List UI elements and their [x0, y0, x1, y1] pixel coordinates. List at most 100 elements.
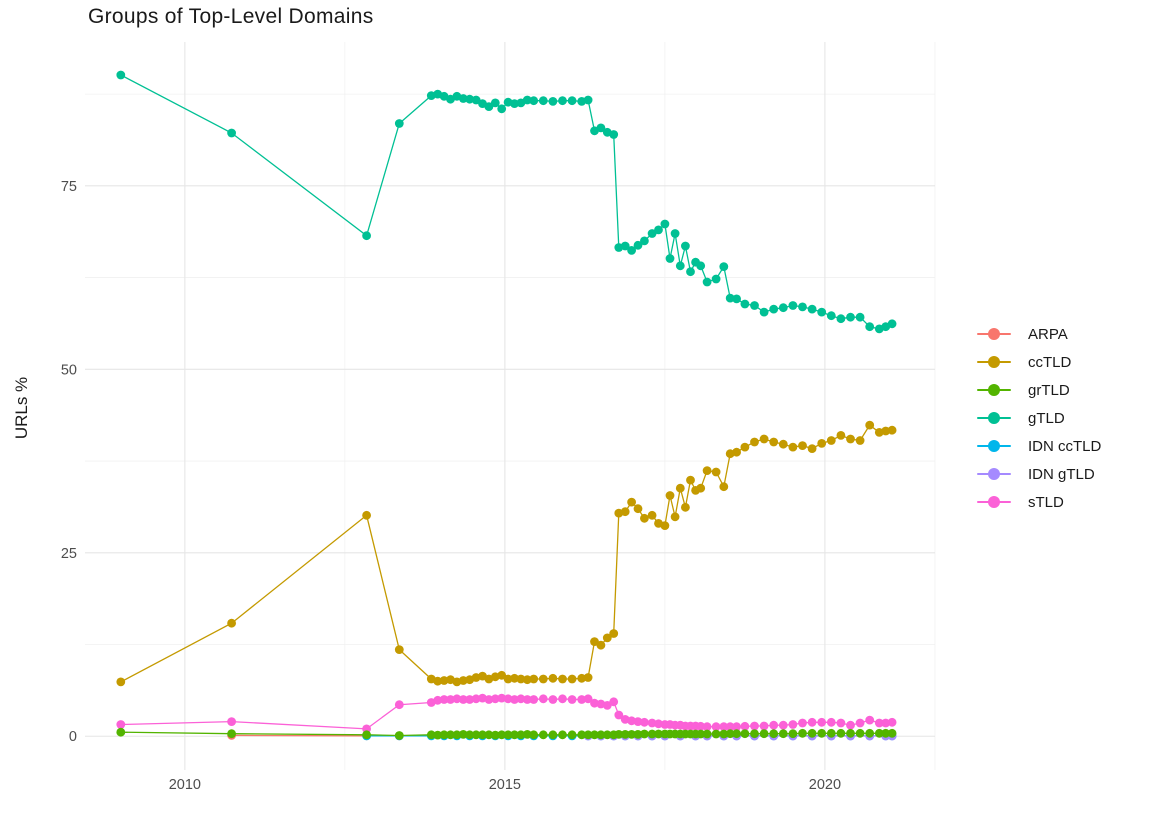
data-point-grtld: [465, 730, 475, 740]
x-tick-label: 2015: [489, 777, 521, 793]
data-point-gtld: [817, 307, 827, 317]
data-point-stld: [503, 694, 513, 704]
data-point-gtld: [846, 312, 855, 322]
data-point-grtld: [725, 729, 735, 739]
data-point-cctld: [836, 431, 846, 440]
data-point-cctld: [750, 437, 759, 447]
data-point-stld: [433, 695, 443, 705]
data-point-stld: [538, 694, 548, 704]
data-point-grtld: [711, 729, 721, 739]
data-point-stld: [778, 720, 788, 730]
data-point-stld: [788, 720, 798, 729]
legend-item-label: IDN gTLD: [1028, 465, 1095, 483]
data-point-grtld: [548, 730, 558, 740]
data-point-stld: [836, 718, 846, 728]
data-point-cctld: [778, 439, 788, 449]
legend-item-label: ARPA: [1028, 325, 1068, 343]
data-point-grtld: [510, 730, 519, 740]
data-point-stld: [725, 722, 735, 732]
data-point-cctld: [865, 420, 875, 430]
data-point-gtld: [675, 261, 685, 271]
data-point-grtld: [602, 730, 612, 740]
data-point-stld: [510, 695, 519, 704]
data-point-cctld: [640, 513, 649, 523]
data-point-cctld: [817, 439, 827, 448]
legend-marker-icon: [977, 328, 1011, 340]
data-point-grtld: [798, 728, 807, 738]
data-point-gtld: [596, 123, 606, 133]
legend-marker-icon: [977, 440, 1011, 452]
data-point-stld: [497, 693, 507, 703]
series-grtld: [116, 727, 897, 740]
data-point-cctld: [362, 510, 371, 520]
data-point-gtld: [670, 229, 680, 238]
data-point-gtld: [711, 274, 721, 284]
data-point-grtld: [633, 730, 643, 739]
data-point-stld: [529, 695, 539, 704]
data-point-stld: [614, 710, 624, 720]
data-point-cctld: [227, 618, 237, 628]
data-point-grtld: [865, 728, 875, 738]
data-point-cctld: [702, 466, 712, 475]
data-point-stld: [647, 718, 657, 728]
data-point-cctld: [620, 507, 630, 517]
data-point-gtld: [769, 304, 779, 314]
data-point-cctld: [522, 675, 532, 685]
data-point-gtld: [750, 301, 759, 310]
data-point-stld: [558, 694, 567, 704]
data-point-grtld: [446, 730, 455, 740]
data-point-cctld: [458, 676, 468, 685]
data-point-stld: [439, 695, 449, 704]
data-point-grtld: [577, 730, 587, 740]
series-line-cctld: [120, 424, 893, 683]
data-point-gtld: [759, 307, 769, 317]
legend-item-label: IDN ccTLD: [1028, 437, 1102, 455]
data-point-stld: [567, 695, 577, 704]
y-tick-label: 75: [61, 179, 77, 195]
data-point-stld: [654, 719, 663, 729]
data-point-grtld: [826, 728, 836, 738]
data-point-gtld: [807, 304, 817, 314]
data-point-gtld: [696, 261, 706, 271]
data-point-cctld: [647, 510, 657, 520]
data-point-grtld: [590, 730, 599, 740]
data-point-grtld: [497, 730, 507, 740]
data-point-grtld: [116, 727, 126, 737]
data-point-grtld: [503, 730, 513, 740]
data-point-stld: [855, 718, 865, 728]
data-point-cctld: [846, 434, 855, 444]
data-point-gtld: [732, 294, 741, 304]
data-point-stld: [394, 700, 404, 710]
data-point-cctld: [740, 442, 750, 452]
data-point-cctld: [596, 640, 606, 650]
data-point-grtld: [647, 729, 657, 739]
data-point-grtld: [702, 729, 712, 739]
y-tick-label: 25: [61, 546, 77, 562]
data-point-cctld: [510, 673, 519, 683]
data-point-stld: [696, 721, 706, 731]
data-point-stld: [633, 717, 643, 726]
series-gtld: [116, 70, 897, 334]
data-point-stld: [711, 722, 721, 732]
data-point-stld: [750, 721, 759, 731]
data-point-gtld: [458, 94, 468, 103]
data-point-stld: [719, 722, 729, 732]
data-point-stld: [627, 716, 636, 726]
data-point-grtld: [855, 728, 865, 738]
legend-item-label: sTLD: [1028, 493, 1064, 511]
chart-title: Groups of Top-Level Domains: [88, 5, 374, 28]
legend-item-arpa: ARPA: [977, 320, 1101, 348]
data-point-grtld: [583, 730, 593, 740]
data-point-grtld: [529, 730, 539, 740]
data-point-gtld: [620, 241, 630, 251]
data-point-stld: [826, 717, 836, 727]
data-point-grtld: [696, 729, 706, 739]
data-point-grtld: [778, 729, 788, 739]
data-point-gtld: [855, 312, 865, 322]
data-point-grtld: [426, 730, 436, 740]
data-point-gtld: [788, 301, 798, 310]
data-point-gtld: [798, 302, 807, 312]
data-point-cctld: [590, 637, 599, 646]
data-point-cctld: [798, 441, 807, 450]
data-point-cctld: [583, 673, 593, 682]
